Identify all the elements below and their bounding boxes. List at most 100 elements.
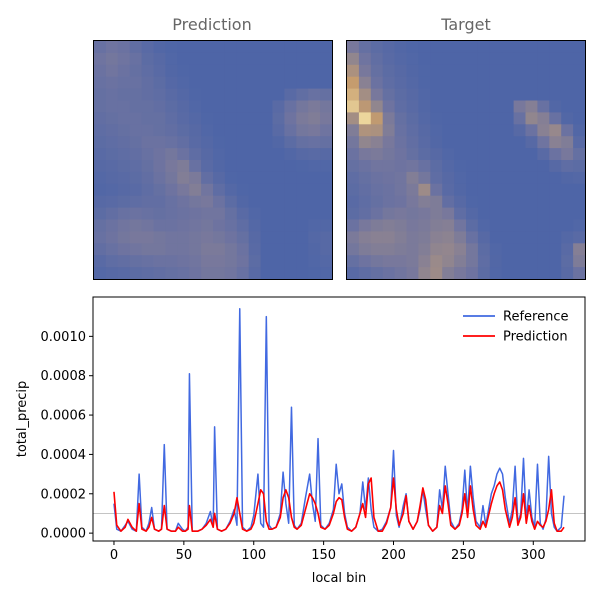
target-cell [525, 231, 538, 244]
target-cell [466, 219, 479, 232]
prediction-cell [141, 183, 154, 197]
prediction-cell [224, 41, 238, 54]
target-cell [418, 207, 431, 220]
target-cell [466, 112, 479, 125]
prediction-cell [248, 267, 262, 279]
target-cell [549, 195, 562, 209]
prediction-cell [308, 231, 321, 244]
prediction-cell [308, 64, 321, 78]
prediction-cell [320, 160, 332, 173]
prediction-cell [165, 243, 178, 256]
prediction-cell [236, 231, 250, 244]
target-cell [573, 243, 585, 256]
prediction-cell [94, 160, 107, 173]
prediction-cell [94, 88, 107, 101]
target-cell [418, 64, 431, 78]
prediction-cell [320, 112, 332, 125]
target-cell [501, 267, 515, 279]
target-cell [489, 243, 503, 256]
prediction-cell [224, 100, 238, 113]
target-cell [406, 171, 419, 185]
target-cell [477, 41, 491, 54]
target-cell [454, 112, 467, 125]
target-cell [573, 255, 585, 268]
prediction-cell [296, 124, 309, 137]
prediction-cell [105, 112, 119, 125]
target-cell [454, 124, 467, 137]
prediction-cell [129, 41, 143, 54]
prediction-cell [165, 207, 178, 220]
target-cell [382, 148, 396, 161]
target-cell [466, 124, 479, 137]
prediction-cell [272, 219, 285, 232]
prediction-cell [236, 52, 250, 66]
target-cell [561, 88, 574, 101]
target-cell [489, 52, 503, 66]
target-cell [561, 160, 574, 173]
target-cell [430, 76, 443, 90]
prediction-cell [117, 64, 131, 78]
prediction-cell [213, 231, 226, 244]
prediction-cell [165, 231, 178, 244]
prediction-cell [153, 112, 166, 125]
prediction-cell [165, 219, 178, 232]
prediction-cell [248, 243, 262, 256]
prediction-cell [296, 171, 309, 185]
target-cell [561, 76, 574, 90]
prediction-cell [153, 52, 166, 66]
prediction-cell [177, 207, 190, 220]
prediction-cell [177, 243, 190, 256]
target-cell [394, 64, 407, 78]
target-cell [454, 243, 467, 256]
y-axis-label: total_precip [15, 381, 30, 458]
prediction-cell [94, 112, 107, 125]
prediction-cell [165, 160, 178, 173]
target-cell [394, 183, 407, 197]
target-cell [418, 267, 431, 279]
target-cell [382, 76, 396, 90]
prediction-cell [248, 183, 262, 197]
target-cell [573, 267, 585, 279]
target-cell [430, 183, 443, 197]
prediction-cell [213, 41, 226, 54]
prediction-cell [129, 100, 143, 113]
target-cell [561, 183, 574, 197]
prediction-cell [177, 160, 190, 173]
target-cell [537, 148, 550, 161]
y-tick-label: 0.0008 [41, 369, 87, 384]
prediction-cell [272, 255, 285, 268]
target-cell [561, 255, 574, 268]
target-cell [525, 207, 538, 220]
target-cell [501, 88, 515, 101]
target-cell [477, 112, 491, 125]
prediction-cell [248, 136, 262, 149]
x-tick-label: 50 [176, 548, 193, 563]
prediction-cell [272, 52, 285, 66]
prediction-cell [236, 219, 250, 232]
target-cell [513, 124, 526, 137]
target-heatmap [346, 40, 586, 280]
prediction-cell [105, 183, 119, 197]
prediction-cell [272, 76, 285, 90]
target-cell [561, 267, 574, 279]
prediction-cell [129, 148, 143, 161]
target-cell [382, 124, 396, 137]
target-cell [442, 88, 455, 101]
prediction-cell [189, 112, 202, 125]
prediction-cell [94, 231, 107, 244]
target-cell [525, 183, 538, 197]
target-cell [501, 195, 515, 209]
prediction-cell [177, 267, 190, 279]
target-cell [561, 219, 574, 232]
target-cell [382, 52, 396, 66]
target-cell [430, 41, 443, 54]
prediction-cell [189, 136, 202, 149]
target-cell [537, 219, 550, 232]
prediction-cell [117, 267, 131, 279]
y-tick-label: 0.0006 [41, 409, 87, 424]
target-cell [442, 219, 455, 232]
target-cell [525, 148, 538, 161]
target-cell [394, 148, 407, 161]
target-cell [549, 219, 562, 232]
target-cell [489, 219, 503, 232]
